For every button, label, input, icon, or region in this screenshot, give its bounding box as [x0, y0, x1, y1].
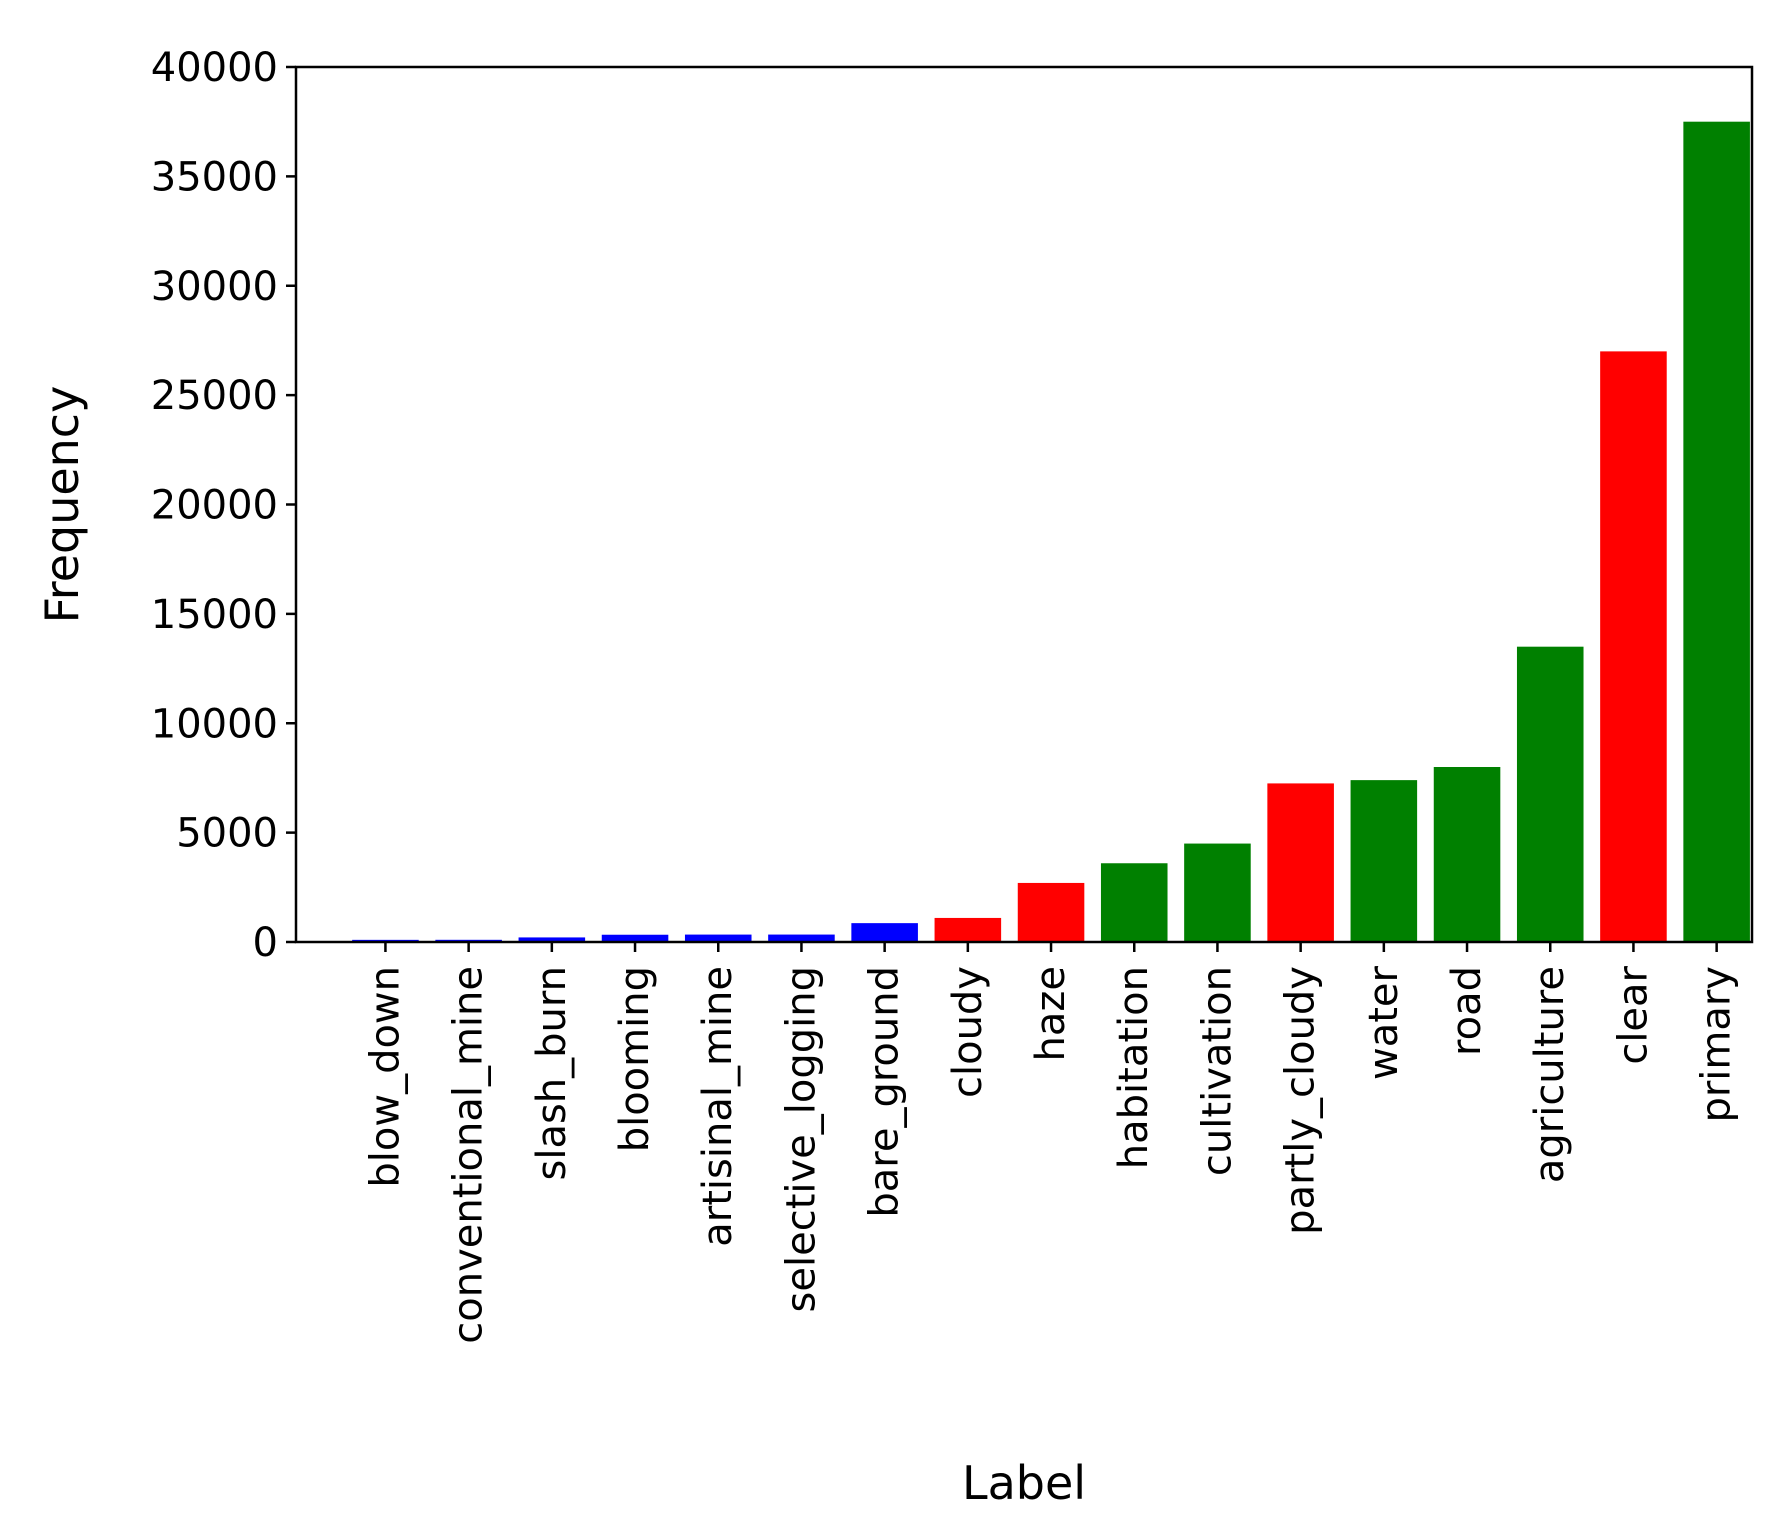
x-tick-label: water: [1361, 965, 1407, 1080]
x-tick-label: selective_logging: [778, 966, 824, 1312]
bar-primary: [1683, 121, 1750, 942]
x-tick-label: conventional_mine: [446, 966, 492, 1344]
x-tick-label: habitation: [1111, 966, 1157, 1169]
y-tick-label: 0: [253, 920, 278, 966]
y-tick-label: 20000: [151, 483, 278, 529]
bar-artisinal-mine: [684, 934, 752, 942]
x-tick-label: agriculture: [1527, 966, 1573, 1183]
x-tick-label: artisinal_mine: [695, 966, 741, 1247]
x-axis-label: Label: [962, 1456, 1086, 1510]
y-tick-label: 30000: [151, 264, 278, 310]
bar-blooming: [601, 934, 669, 942]
bar-selective-logging: [768, 934, 835, 942]
x-tick-label: haze: [1028, 966, 1074, 1061]
bar-road: [1433, 767, 1501, 942]
x-tick-label: primary: [1694, 966, 1740, 1123]
y-axis-ticks: 0 5000 10000 15000 20000 25000 30000 35000 40000: [151, 45, 296, 966]
x-tick-label: bare_ground: [862, 966, 908, 1218]
bar-slash-burn: [518, 937, 586, 942]
plot-frame: [294, 65, 1754, 944]
x-tick-label: cloudy: [945, 966, 991, 1098]
y-tick-label: 35000: [151, 154, 278, 200]
y-tick-label: 5000: [176, 811, 278, 857]
bar-bare-ground: [851, 923, 918, 942]
bar-agriculture: [1516, 646, 1584, 942]
bars-group: [352, 121, 1750, 942]
x-tick-label: slash_burn: [529, 966, 575, 1181]
x-tick-label: clear: [1610, 965, 1656, 1064]
x-axis-ticks: blow_down conventional_mine slash_burn bloo…: [362, 942, 1740, 1344]
x-tick-label: road: [1444, 966, 1490, 1056]
bar-cultivation: [1184, 843, 1251, 942]
x-tick-label: partly_cloudy: [1278, 966, 1324, 1235]
bar-partly-cloudy: [1267, 783, 1334, 942]
y-tick-label: 10000: [151, 701, 278, 747]
x-tick-label: cultivation: [1194, 966, 1240, 1176]
bar-cloudy: [934, 917, 1002, 942]
bar-habitation: [1100, 863, 1168, 942]
y-tick-label: 40000: [151, 45, 278, 91]
bar-haze: [1017, 882, 1085, 942]
y-tick-label: 15000: [151, 592, 278, 638]
y-tick-label: 25000: [151, 373, 278, 419]
y-axis-label: Frequency: [35, 386, 89, 624]
bar-water: [1350, 780, 1418, 942]
bar-clear: [1600, 351, 1667, 942]
x-tick-label: blooming: [612, 966, 658, 1152]
x-tick-label: blow_down: [362, 966, 408, 1188]
